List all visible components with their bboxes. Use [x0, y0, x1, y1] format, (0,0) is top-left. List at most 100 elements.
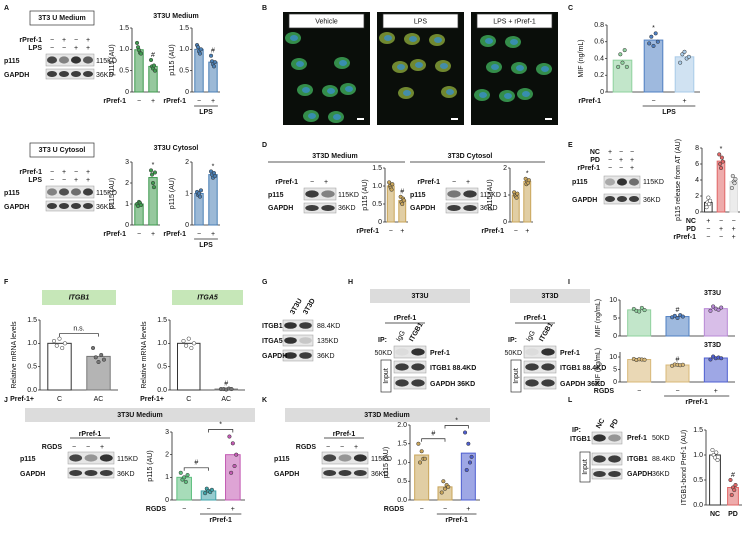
y-tick-label: 0.5	[157, 364, 167, 371]
blot-band	[70, 71, 82, 77]
box	[510, 289, 590, 303]
sign: −	[72, 444, 76, 451]
significance: *	[152, 162, 155, 169]
panel-letter: D	[262, 142, 267, 149]
x-tick-label: C	[57, 396, 62, 403]
panel-letter: H	[348, 279, 353, 286]
label: NC	[595, 418, 606, 430]
y-tick-label: 1.5	[119, 25, 129, 32]
chart-title: 3T3D	[704, 342, 721, 349]
label: 50KD	[374, 350, 392, 357]
blot-band	[628, 178, 640, 186]
data-point	[99, 352, 104, 358]
data-point	[419, 449, 424, 454]
label: Input	[383, 368, 390, 384]
y-tick-label: 4	[695, 177, 699, 184]
header: 3T3D	[541, 293, 558, 300]
blot-band	[69, 470, 83, 476]
y-tick-label: 1.0	[119, 46, 129, 53]
sign: +	[62, 37, 66, 44]
y-axis-label: MIF (ng/mL)	[595, 348, 602, 386]
bar	[665, 364, 690, 383]
x-tick-label: NC	[710, 511, 720, 518]
data-point	[718, 161, 723, 167]
blot-band	[411, 379, 425, 387]
nucleus	[510, 39, 518, 45]
label: p115	[4, 58, 20, 65]
label: ITGB1	[627, 456, 648, 463]
y-tick-label: 5	[613, 366, 617, 373]
data-point	[138, 51, 144, 56]
sign: +	[466, 179, 470, 186]
y-axis-label: ITGB1-bond Pref-1 (AU)	[681, 430, 688, 505]
data-point	[514, 195, 519, 200]
x-tick-label: +	[211, 231, 215, 238]
data-point	[616, 64, 621, 69]
bar	[627, 309, 652, 337]
label: 50KD	[652, 435, 670, 442]
data-point	[227, 434, 232, 439]
label: GAPDH	[4, 204, 29, 211]
x-tick-label: −	[206, 506, 210, 513]
y-tick-label: 2	[695, 193, 699, 200]
blot-band	[82, 188, 94, 196]
nucleus	[434, 37, 442, 43]
data-point	[203, 491, 208, 496]
label: Pref-1	[627, 435, 647, 442]
x-row-label: rPref-1	[673, 234, 696, 241]
image-label: LPS	[414, 18, 428, 25]
blot-band	[593, 455, 606, 463]
y-tick-label: 1.5	[372, 165, 382, 172]
blot-band	[447, 205, 461, 211]
blot-band	[70, 56, 82, 64]
sign: −	[630, 149, 634, 156]
data-point	[680, 362, 685, 367]
label: ITGA5	[262, 338, 283, 345]
y-tick-label: 1.5	[157, 317, 167, 324]
label: GAPDH	[4, 72, 29, 79]
data-point	[716, 307, 721, 312]
nucleus	[384, 35, 392, 41]
data-point	[148, 168, 154, 173]
label: 36KD	[652, 471, 670, 478]
data-point	[148, 57, 154, 63]
data-point	[466, 441, 471, 446]
box	[579, 451, 591, 483]
y-tick-label: 1.0	[157, 340, 167, 347]
data-point	[229, 387, 234, 392]
significance: #	[676, 307, 680, 314]
y-tick-label: 0	[125, 89, 129, 96]
data-point	[422, 456, 427, 461]
y-tick-label: 0.5	[372, 201, 382, 208]
label: IgG	[525, 330, 537, 343]
header: 3T3U Medium	[117, 412, 163, 419]
panel-letter: F	[4, 279, 9, 286]
blot-title: 3T3D Cytosol	[448, 153, 493, 160]
label: 115KD	[643, 179, 664, 186]
data-point	[134, 40, 140, 45]
y-tick-label: 2	[185, 159, 189, 166]
nucleus	[522, 91, 530, 97]
data-point	[732, 181, 737, 186]
data-point	[467, 460, 473, 465]
nucleus	[415, 62, 423, 68]
bracket	[59, 333, 99, 337]
label: p115	[268, 192, 284, 199]
data-point	[672, 313, 677, 318]
data-point	[463, 430, 468, 435]
label: rPref-1	[577, 165, 600, 172]
nucleus	[290, 35, 298, 41]
data-point	[152, 170, 158, 175]
data-point	[704, 205, 709, 210]
label: IP:	[572, 427, 581, 434]
y-tick-label: 10	[609, 297, 617, 304]
label: GAPDH	[274, 471, 299, 478]
data-point	[720, 159, 725, 164]
blot-band	[525, 379, 539, 387]
y-tick-label: 0.0	[397, 497, 407, 504]
y-tick-label: 1.5	[179, 25, 189, 32]
data-point	[195, 45, 201, 50]
x-row-label: rPref-1	[103, 98, 126, 105]
blot-band	[541, 379, 555, 387]
y-tick-label: 1.5	[27, 317, 37, 324]
